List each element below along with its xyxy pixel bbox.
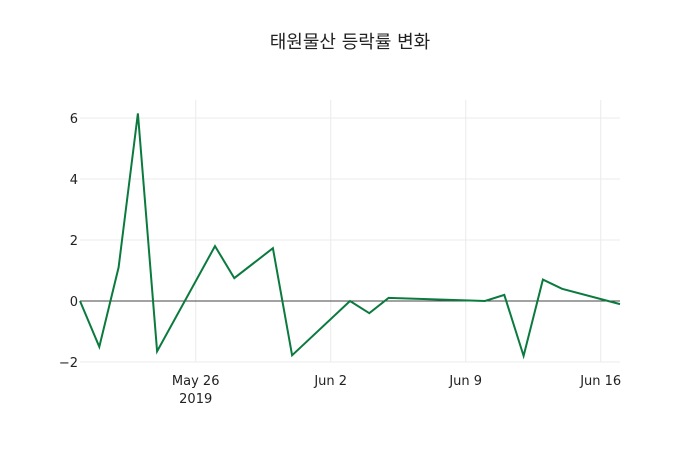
y-tick-label: −2: [59, 356, 78, 371]
chart-title: 태원물산 등락률 변화: [269, 32, 431, 53]
x-tick-label: Jun 16: [579, 374, 621, 389]
y-tick-label: 4: [70, 173, 78, 188]
x-tick-label: 2019: [179, 392, 212, 407]
x-tick-label: Jun 2: [313, 374, 347, 389]
x-tick-label: Jun 9: [448, 374, 482, 389]
gridlines: [80, 100, 620, 363]
data-series: [79, 113, 621, 360]
y-tick-label: 2: [70, 234, 78, 249]
series-line: [79, 113, 621, 360]
y-tick-label: 0: [70, 295, 78, 310]
x-tick-label: May 26: [172, 374, 220, 389]
x-axis: May 26 2019 Jun 2 Jun 9 Jun 16: [172, 374, 621, 407]
y-axis: −2 0 2 4 6: [59, 112, 78, 371]
y-tick-label: 6: [70, 112, 78, 127]
